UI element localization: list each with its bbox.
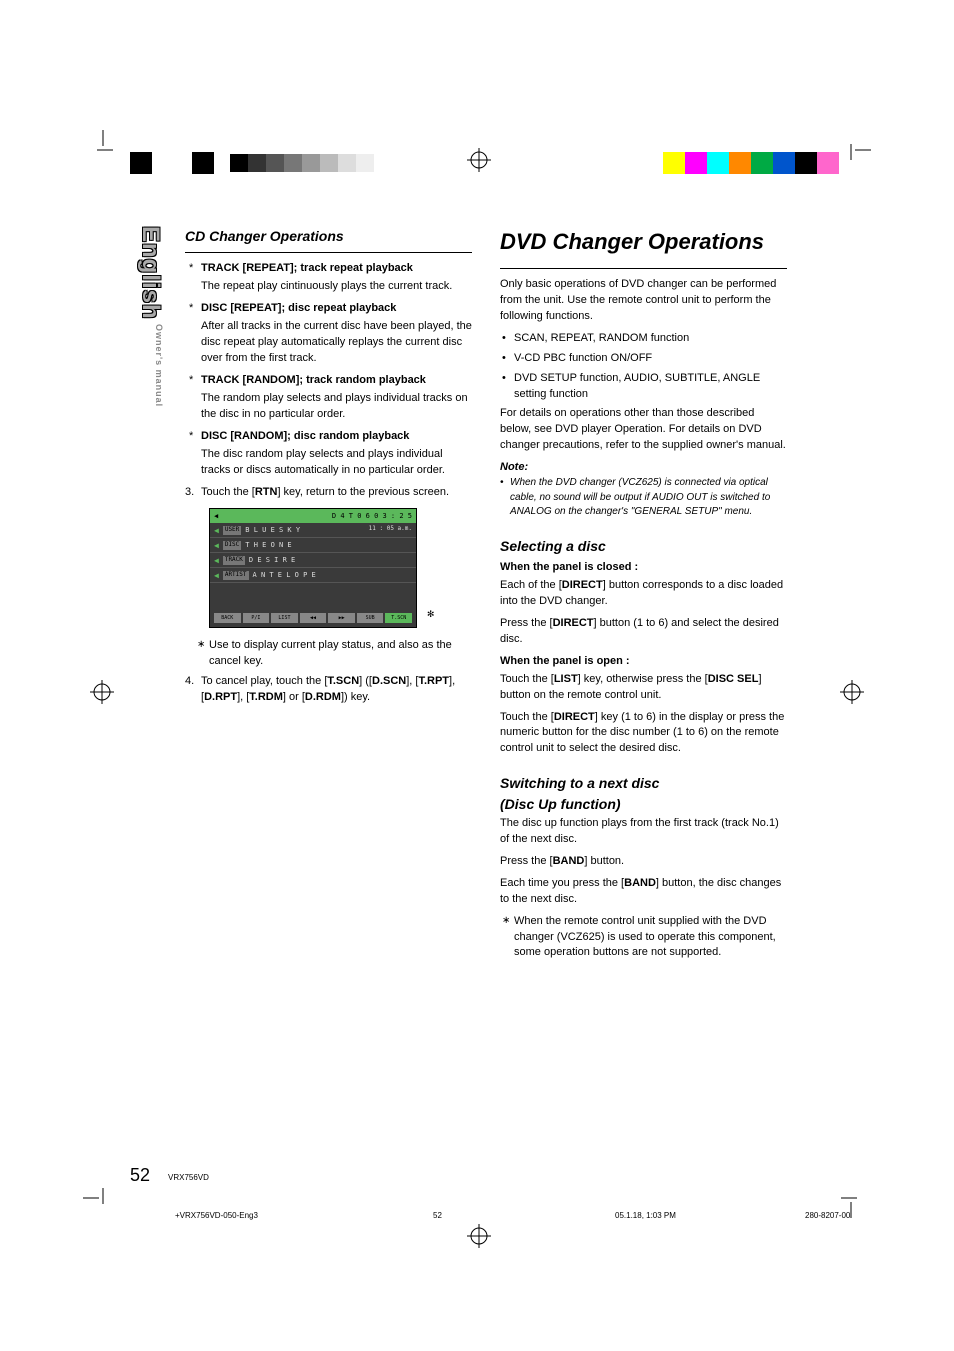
right-column: DVD Changer Operations Only basic operat… [500, 226, 787, 965]
switch-p2: Press the [BAND] button. [500, 854, 787, 870]
playback-modes-list: TRACK [REPEAT]; track repeat playbackThe… [185, 261, 472, 478]
black-squares [130, 152, 214, 174]
switch-note: When the remote control unit supplied wi… [500, 914, 787, 962]
footer-part-number: 280-8207-00 [805, 1211, 850, 1220]
page-body: CD Changer Operations TRACK [REPEAT]; tr… [185, 226, 815, 965]
panel-open-heading: When the panel is open : [500, 654, 787, 670]
manual-label: Owner's manual [138, 324, 164, 407]
display-clock: 11 : 05 a.m. [369, 525, 412, 534]
switch-p3: Each time you press the [BAND] button, t… [500, 876, 787, 908]
step-4: 4. To cancel play, touch the [T.SCN] ([D… [185, 674, 472, 706]
switch-p1: The disc up function plays from the firs… [500, 816, 787, 848]
display-soft-buttons: BACKP/ILIST◀◀▶▶SUBT.SCN [214, 613, 412, 623]
print-registration-top [0, 148, 954, 178]
divider [185, 252, 472, 253]
open-p1: Touch the [LIST] key, otherwise press th… [500, 672, 787, 704]
display-screenshot: ◀ D 4 T 0 6 0 3 : 2 5 11 : 05 a.m. ◀USER… [209, 508, 417, 628]
intro-para: Only basic operations of DVD changer can… [500, 277, 787, 325]
step4-text: To cancel play, touch the [T.SCN] ([D.SC… [201, 675, 455, 703]
left-column: CD Changer Operations TRACK [REPEAT]; tr… [185, 226, 472, 965]
side-language-tab: English Owner's manual [138, 226, 164, 407]
language-label: English [138, 226, 164, 324]
grayscale-gradient [230, 154, 374, 172]
footer-page: 52 [433, 1211, 442, 1220]
color-bars [663, 152, 839, 174]
crop-mark [841, 130, 871, 160]
note-heading: Note: [500, 460, 787, 476]
details-para: For details on operations other than tho… [500, 406, 787, 454]
registration-crosshair-right [840, 680, 864, 709]
panel-closed-heading: When the panel is closed : [500, 560, 787, 576]
display-header: ◀ D 4 T 0 6 0 3 : 2 5 [210, 509, 416, 523]
selecting-disc-heading: Selecting a disc [500, 536, 787, 556]
registration-crosshair-top [467, 148, 491, 172]
open-p2: Touch the [DIRECT] key (1 to 6) in the d… [500, 710, 787, 758]
switching-heading-1: Switching to a next disc [500, 773, 787, 793]
dvd-changer-heading: DVD Changer Operations [500, 226, 787, 258]
footer-filename: +VRX756VD-050-Eng3 [175, 1211, 258, 1220]
cd-changer-heading: CD Changer Operations [185, 226, 472, 246]
display-caption: Use to display current play status, and … [195, 638, 472, 670]
model-number: VRX756VD [168, 1173, 209, 1182]
step-3: 3. Touch the [RTN] key, return to the pr… [185, 485, 472, 501]
page-number: 52 [130, 1165, 150, 1186]
crop-mark [83, 1188, 113, 1218]
annotation-marker: ✻ [427, 606, 434, 622]
divider [500, 268, 787, 269]
switching-heading-2: (Disc Up function) [500, 794, 787, 814]
function-bullets: SCAN, REPEAT, RANDOM functionV-CD PBC fu… [500, 331, 787, 403]
registration-crosshair-bottom [467, 1224, 491, 1253]
note-body: When the DVD changer (VCZ625) is connect… [500, 476, 787, 520]
registration-crosshair-left [90, 680, 114, 709]
footer-date: 05.1.18, 1:03 PM [615, 1211, 676, 1220]
crop-mark [83, 130, 113, 160]
closed-p2: Press the [DIRECT] button (1 to 6) and s… [500, 616, 787, 648]
step3-text: Touch the [RTN] key, return to the previ… [201, 486, 449, 498]
closed-p1: Each of the [DIRECT] button corresponds … [500, 578, 787, 610]
